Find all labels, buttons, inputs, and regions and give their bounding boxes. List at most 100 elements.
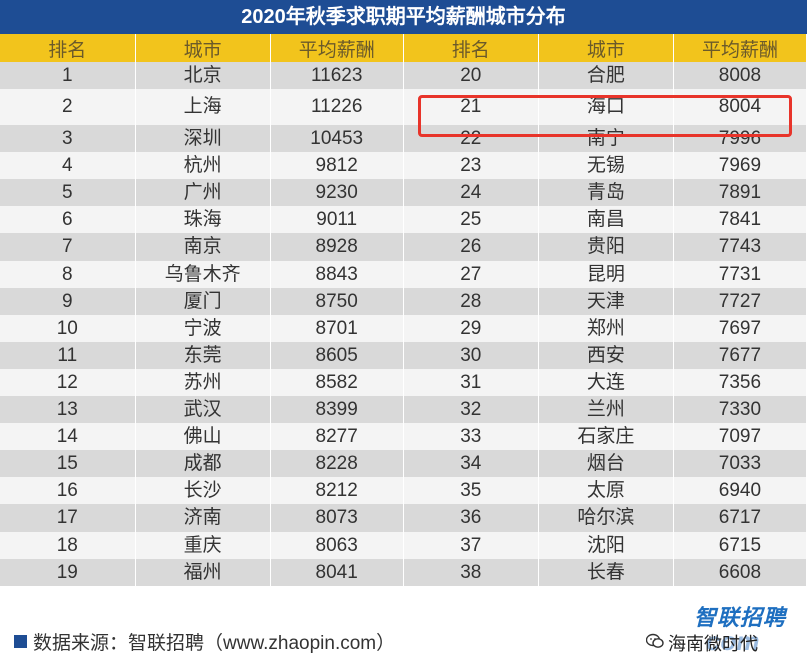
rank-cell: 10 xyxy=(0,314,136,342)
salary-cell: 8008 xyxy=(673,62,807,90)
city-cell: 福州 xyxy=(135,558,271,586)
header-row: 排名 城市 平均薪酬 排名 城市 平均薪酬 xyxy=(0,34,807,62)
header-city: 城市 xyxy=(538,34,674,62)
table-row: 12 苏州 8582 31 大连 7356 xyxy=(0,368,807,397)
rank-cell: 30 xyxy=(403,341,539,369)
salary-cell: 6715 xyxy=(673,531,807,559)
city-cell: 石家庄 xyxy=(538,423,674,451)
city-cell: 重庆 xyxy=(135,531,271,559)
city-cell: 长春 xyxy=(538,558,674,586)
salary-cell: 7969 xyxy=(673,152,807,180)
table-row: 8 乌鲁木齐 8843 27 昆明 7731 xyxy=(0,260,807,288)
salary-cell: 7033 xyxy=(673,450,807,478)
salary-cell: 8063 xyxy=(270,531,404,559)
rank-cell: 32 xyxy=(403,396,539,424)
table-row: 10 宁波 8701 29 郑州 7697 xyxy=(0,314,807,342)
salary-cell: 8277 xyxy=(270,423,404,451)
city-cell: 深圳 xyxy=(135,125,271,153)
salary-cell: 9230 xyxy=(270,179,404,207)
header-salary: 平均薪酬 xyxy=(673,34,807,62)
rank-cell: 33 xyxy=(403,423,539,451)
salary-cell: 8073 xyxy=(270,504,404,532)
rank-cell: 13 xyxy=(0,396,136,424)
city-cell: 宁波 xyxy=(135,314,271,342)
city-cell: 北京 xyxy=(135,62,271,90)
table-row: 4 杭州 9812 23 无锡 7969 xyxy=(0,152,807,180)
wechat-icon xyxy=(645,633,664,654)
salary-cell: 7743 xyxy=(673,233,807,261)
salary-cell: 8605 xyxy=(270,341,404,369)
salary-cell: 8228 xyxy=(270,450,404,478)
rank-cell: 36 xyxy=(403,504,539,532)
city-cell: 广州 xyxy=(135,179,271,207)
city-cell: 上海 xyxy=(135,89,271,126)
salary-cell: 8041 xyxy=(270,558,404,586)
rank-cell: 16 xyxy=(0,477,136,505)
rank-cell: 6 xyxy=(0,206,136,234)
salary-cell: 8928 xyxy=(270,233,404,261)
rank-cell: 2 xyxy=(0,89,136,126)
table-row: 6 珠海 9011 25 南昌 7841 xyxy=(0,206,807,234)
table-row: 9 厦门 8750 28 天津 7727 xyxy=(0,287,807,315)
data-source-text: 数据来源：智联招聘（www.zhaopin.com） xyxy=(33,633,396,654)
rank-cell: 37 xyxy=(403,531,539,559)
table-row: 16 长沙 8212 35 太原 6940 xyxy=(0,477,807,505)
salary-cell: 11226 xyxy=(270,89,404,126)
salary-cell: 8004 xyxy=(673,89,807,126)
rank-cell: 18 xyxy=(0,531,136,559)
salary-cell: 8582 xyxy=(270,368,404,397)
city-cell: 武汉 xyxy=(135,396,271,424)
table-row: 7 南京 8928 26 贵阳 7743 xyxy=(0,233,807,261)
salary-cell: 11623 xyxy=(270,62,404,90)
salary-cell: 9812 xyxy=(270,152,404,180)
city-cell: 成都 xyxy=(135,450,271,478)
salary-cell: 6717 xyxy=(673,504,807,532)
header-rank: 排名 xyxy=(403,34,539,62)
city-cell: 合肥 xyxy=(538,62,674,90)
header-salary: 平均薪酬 xyxy=(270,34,404,62)
rank-cell: 11 xyxy=(0,341,136,369)
city-cell: 郑州 xyxy=(538,314,674,342)
city-cell: 南昌 xyxy=(538,206,674,234)
city-cell: 济南 xyxy=(135,504,271,532)
salary-cell: 8212 xyxy=(270,477,404,505)
table-row: 3 深圳 10453 22 南宁 7996 xyxy=(0,125,807,153)
rank-cell: 19 xyxy=(0,558,136,586)
city-cell: 昆明 xyxy=(538,260,674,288)
table-row: 2 上海 11226 21 海口 8004 xyxy=(0,89,807,126)
city-cell: 厦门 xyxy=(135,287,271,315)
city-cell: 乌鲁木齐 xyxy=(135,260,271,288)
rank-cell: 25 xyxy=(403,206,539,234)
city-cell: 苏州 xyxy=(135,368,271,397)
rank-cell: 24 xyxy=(403,179,539,207)
city-cell: 大连 xyxy=(538,368,674,397)
city-cell: 天津 xyxy=(538,287,674,315)
salary-cell: 7677 xyxy=(673,341,807,369)
salary-cell: 8399 xyxy=(270,396,404,424)
salary-cell: 6608 xyxy=(673,558,807,586)
watermark-text: 海南微时代 xyxy=(668,634,758,654)
rank-cell: 1 xyxy=(0,62,136,90)
city-cell: 哈尔滨 xyxy=(538,504,674,532)
city-cell: 珠海 xyxy=(135,206,271,234)
table-row: 13 武汉 8399 32 兰州 7330 xyxy=(0,396,807,424)
rank-cell: 7 xyxy=(0,233,136,261)
salary-cell: 8750 xyxy=(270,287,404,315)
city-cell: 南宁 xyxy=(538,125,674,153)
city-cell: 东莞 xyxy=(135,341,271,369)
city-cell: 太原 xyxy=(538,477,674,505)
table-title: 2020年秋季求职期平均薪酬城市分布 xyxy=(0,0,807,34)
table-row: 17 济南 8073 36 哈尔滨 6717 xyxy=(0,504,807,532)
city-cell: 南京 xyxy=(135,233,271,261)
city-cell: 杭州 xyxy=(135,152,271,180)
city-cell: 西安 xyxy=(538,341,674,369)
salary-cell: 6940 xyxy=(673,477,807,505)
city-cell: 青岛 xyxy=(538,179,674,207)
table-row: 5 广州 9230 24 青岛 7891 xyxy=(0,179,807,207)
salary-cell: 7697 xyxy=(673,314,807,342)
salary-cell: 7891 xyxy=(673,179,807,207)
rank-cell: 4 xyxy=(0,152,136,180)
header-rank: 排名 xyxy=(0,34,136,62)
table-row: 18 重庆 8063 37 沈阳 6715 xyxy=(0,531,807,559)
rank-cell: 15 xyxy=(0,450,136,478)
